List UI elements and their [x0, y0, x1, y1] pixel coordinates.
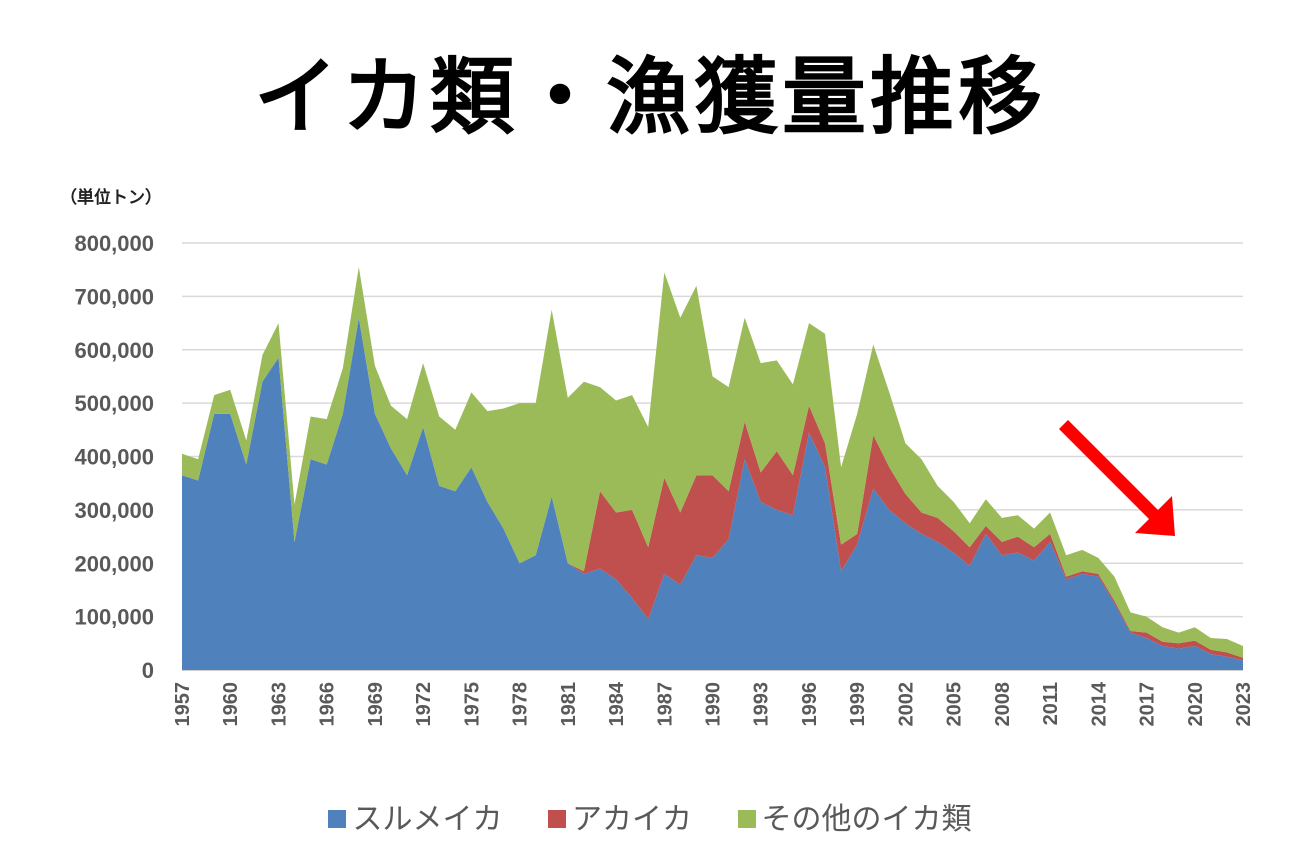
x-tick-label: 2023 [1233, 682, 1255, 727]
x-tick-label: 1999 [847, 682, 869, 727]
y-tick-label: 100,000 [74, 605, 154, 630]
x-tick-label: 1963 [269, 682, 291, 727]
area-akaika [182, 317, 1243, 661]
x-tick-label: 1987 [654, 682, 676, 727]
y-tick-label: 700,000 [74, 284, 154, 309]
legend-swatch-akaika [548, 809, 566, 828]
x-tick-label: 1990 [703, 682, 725, 727]
y-tick-label: 0 [142, 658, 154, 683]
x-tick-label: 1978 [510, 682, 532, 727]
y-tick-label: 500,000 [74, 391, 154, 416]
y-axis: 0 100,000 200,000 300,000 400,000 500,000 600,… [74, 231, 154, 683]
decline-arrow [1059, 420, 1175, 536]
x-tick-label: 2011 [1040, 682, 1062, 725]
y-tick-label: 300,000 [74, 498, 154, 523]
legend-label: スルメイカ [352, 802, 503, 837]
x-axis: 1957 1960 1963 1966 1969 1972 1975 1978 1981 1984… [172, 681, 1255, 726]
x-tick-label: 2020 [1185, 682, 1207, 727]
chart-areas [182, 267, 1243, 670]
y-tick-label: 800,000 [74, 231, 154, 256]
legend-swatch-other [737, 809, 756, 828]
legend-item-akaika: アカイカ [548, 794, 692, 838]
legend-label: アカイカ [572, 802, 692, 837]
x-tick-label: 2008 [992, 682, 1014, 727]
legend-swatch-surume [328, 809, 347, 828]
y-tick-label: 600,000 [74, 338, 154, 363]
y-tick-label: 200,000 [74, 551, 154, 576]
x-tick-label: 2002 [895, 682, 917, 727]
x-tick-label: 1996 [799, 682, 821, 727]
y-tick-label: 400,000 [74, 445, 154, 470]
area-surume [182, 317, 1243, 670]
legend: スルメイカ アカイカ その他のイカ類 [0, 794, 1300, 838]
area-chart: 0 100,000 200,000 300,000 400,000 500,000 600,… [74, 231, 1255, 727]
x-tick-label: 2014 [1088, 681, 1110, 726]
x-tick-label: 1969 [365, 682, 387, 727]
x-tick-label: 1960 [220, 682, 242, 727]
x-tick-label: 1957 [172, 682, 194, 727]
legend-label: その他のイカ類 [761, 802, 972, 837]
x-tick-label: 1993 [751, 682, 773, 727]
x-tick-label: 1975 [461, 682, 483, 727]
x-tick-label: 1981 [558, 682, 580, 727]
legend-item-other: その他のイカ類 [737, 794, 972, 838]
x-tick-label: 2005 [944, 682, 966, 727]
page-title: イカ類・漁獲量推移 [253, 48, 1046, 146]
x-tick-label: 1972 [413, 682, 435, 727]
area-other [182, 267, 1243, 658]
unit-label: （単位トン） [60, 188, 162, 208]
x-tick-label: 1966 [317, 682, 339, 727]
x-tick-label: 2017 [1137, 682, 1159, 727]
legend-item-surume: スルメイカ [328, 794, 502, 838]
x-tick-label: 1984 [606, 681, 628, 726]
